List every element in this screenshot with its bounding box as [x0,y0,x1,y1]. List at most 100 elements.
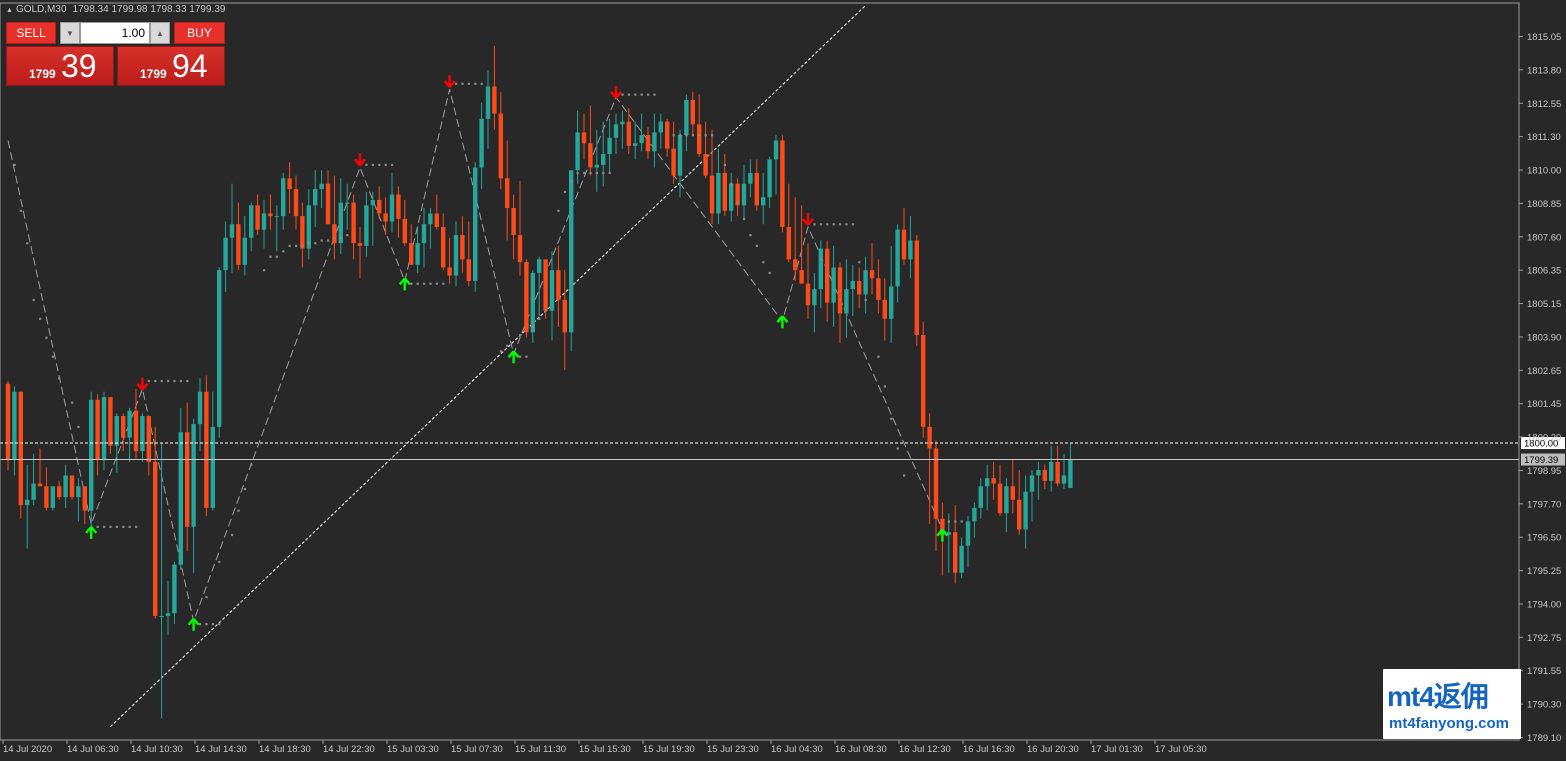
candle-body [665,121,670,149]
x-tick-label: 16 Jul 12:30 [899,744,951,755]
bid-price-label: 1799.39 [1524,455,1558,466]
candle [620,110,625,149]
candle [140,413,145,462]
candle-body [281,178,286,217]
psar-dot [883,385,886,388]
stop-dot [455,82,458,85]
candle-body [793,259,798,271]
candle [978,478,983,519]
candle-body [652,132,657,152]
candle-body [319,183,324,190]
stop-dot [410,282,413,285]
candle [236,202,241,271]
stop-dot [647,93,650,96]
sell-signal-arrow-icon [136,377,149,391]
candle [677,129,683,198]
candle [332,175,337,260]
candle-body [703,154,708,176]
stop-dot [467,82,470,85]
y-tick-label: 1807.60 [1527,232,1561,243]
candle-body [261,213,267,230]
candle [127,407,132,462]
candle-body [869,270,875,279]
psar-dot [282,250,285,253]
psar-dot [269,255,272,258]
candle [588,105,593,176]
sell-price-button[interactable]: 1799 39 [6,46,114,86]
candle [953,505,958,584]
candle [1017,470,1022,535]
candle-body [389,194,395,222]
y-tick-label: 1789.10 [1527,733,1561,744]
psar-dot [557,209,560,212]
candle [389,172,395,233]
candle-body [889,286,894,319]
stop-dot [109,525,112,528]
y-tick-label: 1808.85 [1527,199,1561,210]
stop-dot [672,134,675,137]
sell-signal-arrow-icon [802,212,814,226]
candle [1055,445,1060,487]
candle-body [396,194,401,219]
candle [153,426,158,619]
x-tick-label: 15 Jul 07:30 [451,744,503,755]
candle-body [767,159,772,198]
psar-dot [339,236,342,239]
lot-increase-icon[interactable]: ▲ [150,22,170,44]
candle-body [953,532,958,573]
candle-body [191,424,196,527]
candle [76,478,81,522]
x-tick-label: 14 Jul 10:30 [131,744,183,755]
candle-body [364,205,369,246]
stop-dot [122,525,125,528]
sell-button[interactable]: SELL [6,22,56,44]
candle-body [313,189,318,206]
up-arrow-shape [187,617,200,631]
price-lines-layer: 1800.00 1799.39 [0,437,1565,466]
candle [901,208,907,265]
psar-dot [307,242,310,245]
candle [1023,475,1028,549]
candle-body [325,183,331,225]
stop-dot [135,525,138,528]
candle [684,94,689,152]
candle [773,135,779,195]
buy-price-button[interactable]: 1799 94 [117,46,225,86]
candle-body [133,410,139,452]
candle [121,413,126,452]
stop-dot [186,379,189,383]
psar-dot [250,463,253,466]
x-tick-label: 14 Jul 22:30 [323,744,375,755]
candle-body [607,137,612,155]
candle-body [159,615,164,617]
candle [146,416,151,476]
zigzag-line [7,89,943,624]
trendline[interactable] [110,5,866,728]
stop-dot [384,163,387,167]
candle-body [709,175,715,214]
candle-body [50,486,55,508]
lot-decrease-icon[interactable]: ▼ [60,22,80,44]
candle [633,121,638,160]
psar-dot [749,234,752,237]
x-tick-label: 15 Jul 15:30 [579,744,631,755]
bid-price-tag [1521,453,1565,466]
buy-price-base: 1799 [140,67,167,81]
candle-body [345,202,350,204]
candle [837,262,843,344]
psar-dot [263,269,266,272]
psar-dot [275,255,278,258]
candle-body [370,199,375,206]
y-tick-label: 1803.90 [1527,332,1561,343]
collapse-triangle-icon[interactable]: ▲ [6,7,13,14]
candle [281,172,286,230]
psar-dot [531,325,534,329]
stop-dot [167,379,170,383]
candle-body [1010,486,1015,500]
candle-body [965,521,971,546]
psar-dot [608,171,611,175]
buy-button[interactable]: BUY [174,22,225,44]
lot-size-input[interactable] [80,22,150,44]
psar-dot [45,336,48,339]
